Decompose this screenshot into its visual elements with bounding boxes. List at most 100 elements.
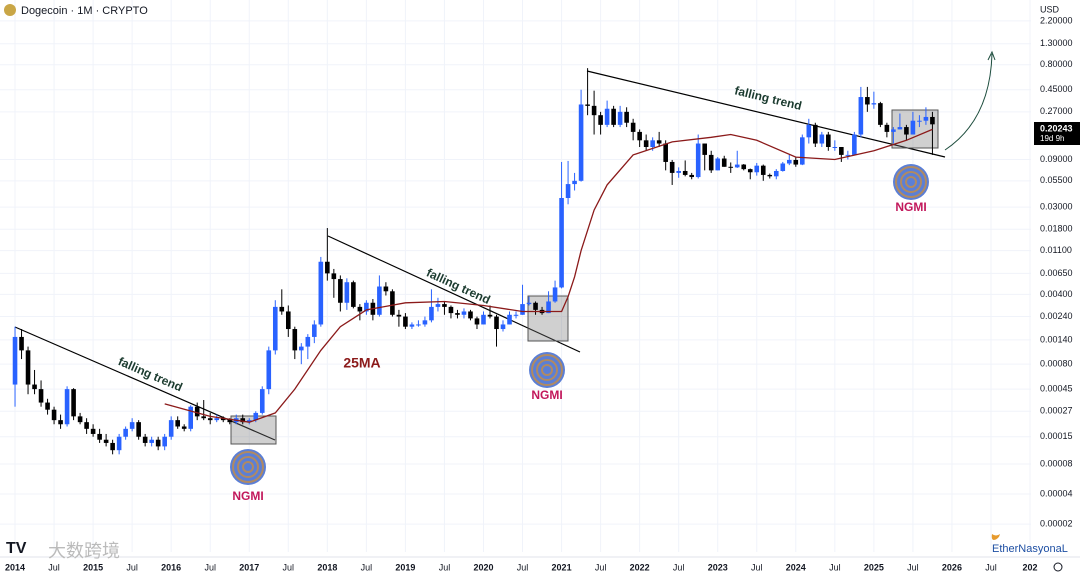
candle-body — [682, 170, 688, 175]
candle-body — [19, 336, 24, 351]
trend-line — [586, 70, 946, 158]
candle-body — [201, 416, 207, 419]
symbol-title[interactable]: Dogecoin · 1M · CRYPTO — [21, 5, 148, 17]
candle-body — [175, 420, 180, 427]
candle-body — [344, 282, 350, 303]
projection-arrow — [944, 53, 993, 151]
candle-body — [357, 306, 363, 312]
x-tick-label: 2025 — [864, 562, 884, 572]
y-tick-label: 0.00080 — [1040, 359, 1073, 369]
y-tick-label: 0.27000 — [1040, 106, 1073, 116]
x-tick-label: 2024 — [786, 562, 806, 572]
candle-body — [585, 104, 590, 106]
candle-body — [865, 97, 870, 105]
candle-body — [572, 180, 577, 185]
candle-body — [871, 103, 877, 105]
candle-body — [12, 336, 18, 385]
candle-body — [806, 124, 812, 138]
x-tick-label: Jul — [985, 562, 997, 572]
candle-body — [760, 165, 766, 175]
candle-body — [377, 286, 382, 315]
candle-body — [852, 134, 857, 155]
candle-body — [64, 389, 70, 425]
watermark: 大数跨境 — [48, 541, 120, 561]
candle-body — [142, 436, 148, 443]
candle-body — [51, 409, 57, 421]
x-tick-label: 2020 — [473, 562, 493, 572]
settings-icon[interactable] — [1053, 562, 1063, 572]
candle-body — [741, 164, 747, 170]
candle-body — [546, 301, 551, 314]
x-tick-label: Jul — [48, 562, 60, 572]
x-tick-label: 202 — [1023, 562, 1038, 572]
candle-body — [897, 127, 903, 130]
x-tick-label: 2016 — [161, 562, 181, 572]
candle-body — [285, 311, 291, 330]
x-tick-label: Jul — [126, 562, 138, 572]
candle-body — [513, 314, 519, 316]
y-tick-label: 0.01800 — [1040, 224, 1073, 234]
symbol-logo — [4, 4, 16, 16]
candle-body — [71, 389, 76, 417]
candle-body — [832, 146, 838, 148]
candle-body — [845, 154, 851, 156]
x-tick-label: Jul — [439, 562, 451, 572]
candle-body — [630, 122, 636, 132]
candle-body — [266, 350, 272, 390]
candle-body — [103, 439, 109, 443]
badge-text: NGMI — [895, 200, 926, 214]
candle-body — [676, 170, 681, 173]
x-tick-label: Jul — [829, 562, 841, 572]
arrow-head — [987, 50, 996, 61]
badge-text: NGMI — [232, 489, 263, 503]
candle-body — [448, 306, 454, 314]
candle-body — [715, 158, 721, 171]
candle-body — [481, 314, 486, 325]
y-tick-label: 0.45000 — [1040, 84, 1073, 94]
candle-body — [272, 306, 278, 351]
candle-body — [331, 273, 337, 280]
candle-body — [123, 428, 128, 437]
y-tick-label: 0.00240 — [1040, 311, 1073, 321]
candle-body — [435, 304, 441, 307]
candle-body — [474, 318, 480, 325]
candle-body — [669, 161, 675, 173]
candle-body — [227, 420, 233, 423]
ma-label: 25MA — [343, 355, 380, 371]
candle-body — [656, 140, 662, 144]
candle-body — [747, 169, 753, 173]
price-axis-panel — [1031, 0, 1080, 574]
candle-body — [891, 129, 896, 132]
candle-body — [318, 261, 324, 325]
currency[interactable]: USD — [1040, 4, 1060, 14]
candle-body — [604, 108, 610, 125]
plot — [12, 68, 935, 455]
y-tick-label: 0.00650 — [1040, 268, 1073, 278]
candle-body — [910, 120, 916, 135]
candle-body — [207, 418, 213, 421]
candle-body — [97, 433, 102, 440]
y-tick-label: 0.00045 — [1040, 383, 1073, 393]
candle-body — [813, 124, 818, 144]
candle-body — [507, 314, 512, 325]
candle-body — [611, 108, 616, 125]
badge: NGMI — [893, 164, 929, 214]
trend-label: falling trend — [116, 354, 185, 394]
candle-body — [325, 261, 330, 274]
candle-body — [800, 137, 805, 165]
y-tick-label: 0.05500 — [1040, 175, 1073, 185]
x-tick-label: 2017 — [239, 562, 259, 572]
candle-body — [38, 389, 44, 403]
candle-body — [259, 389, 265, 413]
candle-body — [533, 302, 538, 310]
candle-body — [923, 116, 929, 121]
x-tick-label: 2021 — [552, 562, 572, 572]
candle-body — [819, 134, 825, 144]
candle-body — [702, 143, 708, 155]
x-tick-label: Jul — [751, 562, 763, 572]
y-tick-label: 0.80000 — [1040, 59, 1073, 69]
candle-body — [565, 184, 571, 198]
candle-body — [442, 304, 447, 307]
candle-body — [500, 324, 506, 330]
candle-body — [240, 418, 246, 423]
